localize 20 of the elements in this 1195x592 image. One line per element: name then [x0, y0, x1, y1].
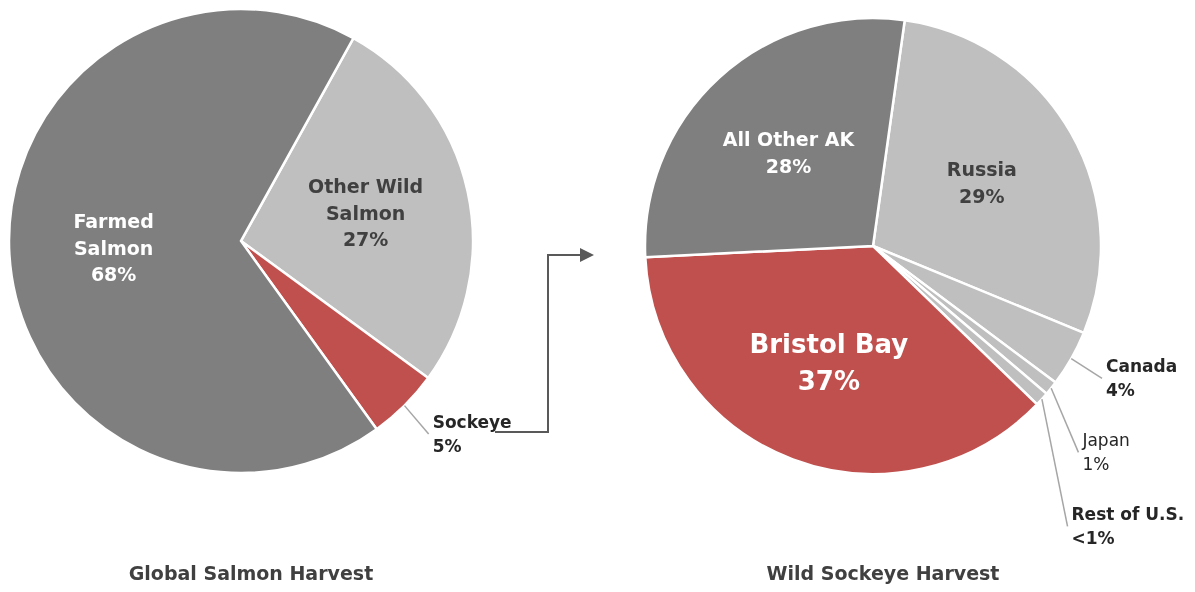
data-label: 4%: [1106, 380, 1135, 401]
text: Global Salmon Harvest: [128, 562, 374, 584]
slice-label: Rest of U.S.: [1071, 504, 1185, 525]
data-label: <1%: [1071, 528, 1115, 549]
slice-label: Other Wild Salmon: [308, 174, 424, 224]
data-label: 29%: [959, 184, 1005, 207]
data-label: 37%: [797, 365, 860, 396]
data-label: 5%: [432, 435, 462, 456]
text: Wild Sockeye Harvest: [766, 562, 1000, 584]
slice-label: Canada: [1106, 356, 1178, 377]
slice-label: Russia: [946, 157, 1017, 180]
data-label: 28%: [765, 154, 812, 177]
slice-label: All Other AK: [722, 127, 856, 150]
slice-label: Bristol Bay: [749, 328, 909, 359]
data-label: 1%: [1082, 454, 1110, 475]
slice-label: Sockeye: [432, 412, 512, 432]
slice-label: Japan: [1081, 430, 1130, 451]
data-label: 68%: [90, 262, 137, 285]
slice-label: Farmed Salmon: [73, 209, 154, 259]
data-label: 27%: [342, 227, 389, 250]
